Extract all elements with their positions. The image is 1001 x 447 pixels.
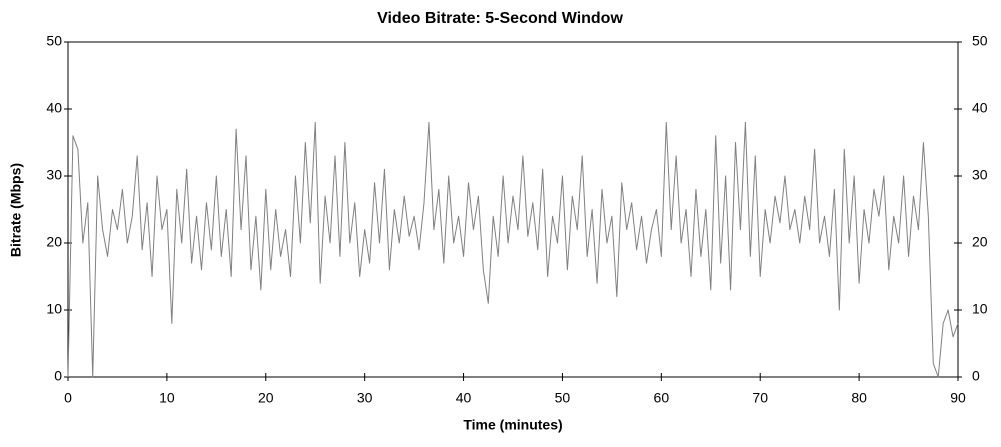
x-tick-label: 0 <box>64 390 72 406</box>
plot-frame <box>67 41 959 378</box>
y-tick-label: 30 <box>46 167 62 183</box>
y-axis-label: Bitrate (Mbps) <box>8 163 24 257</box>
y-tick-label: 10 <box>46 301 62 317</box>
chart-title: Video Bitrate: 5-Second Window <box>377 10 623 27</box>
x-tick-label: 50 <box>555 390 571 406</box>
y-tick-label: 40 <box>46 100 62 116</box>
x-tick-label: 60 <box>654 390 670 406</box>
y2-tick-label: 30 <box>972 167 988 183</box>
y-tick-label: 20 <box>46 234 62 250</box>
x-tick-label: 40 <box>456 390 472 406</box>
y2-tick-label: 10 <box>972 301 988 317</box>
x-tick-label: 90 <box>950 390 966 406</box>
x-tick-label: 20 <box>258 390 274 406</box>
y2-tick-label: 40 <box>972 100 988 116</box>
y2-tick-label: 0 <box>972 368 980 384</box>
x-tick-label: 30 <box>357 390 373 406</box>
x-axis-label: Time (minutes) <box>463 417 562 433</box>
bitrate-line <box>67 121 959 378</box>
y-tick-label: 0 <box>54 368 62 384</box>
x-tick-label: 10 <box>159 390 175 406</box>
y-tick-label: 50 <box>46 33 62 49</box>
y2-tick-label: 50 <box>972 33 988 49</box>
y2-tick-label: 20 <box>972 234 988 250</box>
x-tick-label: 70 <box>752 390 768 406</box>
x-tick-label: 80 <box>851 390 867 406</box>
